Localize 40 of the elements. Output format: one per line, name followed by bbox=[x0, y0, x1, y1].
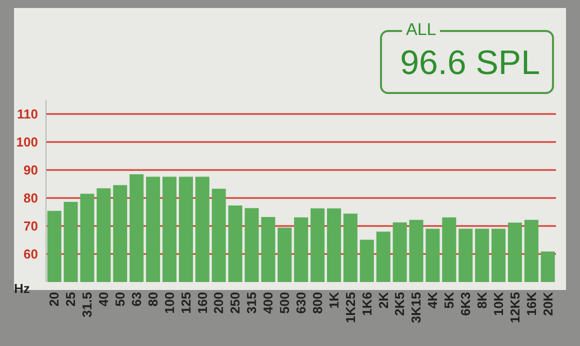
y-tick-label: 70 bbox=[24, 218, 38, 234]
x-tick-label: 12K5 bbox=[507, 292, 522, 324]
x-tick-label: 100 bbox=[162, 292, 177, 314]
x-axis-title: Hz bbox=[14, 281, 30, 296]
x-tick-label: 16K bbox=[524, 291, 539, 316]
x-tick-label: 10K bbox=[490, 291, 506, 316]
x-tick-label: 2K bbox=[376, 291, 391, 309]
x-tick-label: 50 bbox=[112, 292, 128, 306]
x-tick-label: 160 bbox=[194, 292, 210, 314]
x-tick-label: 400 bbox=[260, 292, 276, 314]
x-tick-label: 800 bbox=[310, 292, 325, 314]
x-tick-label: 630 bbox=[294, 292, 308, 314]
x-tick-label: 1K25 bbox=[342, 292, 358, 324]
x-tick-label: 5K bbox=[442, 291, 457, 309]
y-tick-label: 100 bbox=[16, 134, 38, 150]
x-tick-label: 40 bbox=[96, 292, 112, 306]
x-tick-label: 6K3 bbox=[458, 292, 474, 316]
y-tick-label: 110 bbox=[17, 106, 38, 122]
x-tick-label: 1K bbox=[326, 291, 342, 309]
x-tick-label: 31.5 bbox=[80, 292, 95, 318]
x-tick-label: 125 bbox=[178, 292, 194, 314]
x-tick-label: 200 bbox=[211, 292, 226, 314]
y-tick-label: 80 bbox=[24, 190, 38, 206]
x-tick-label: 20 bbox=[46, 292, 62, 306]
x-tick-label: 4K bbox=[425, 291, 440, 309]
x-tick-label: 315 bbox=[244, 292, 260, 314]
x-tick-label: 25 bbox=[63, 292, 78, 306]
x-tick-label: 80 bbox=[145, 292, 160, 306]
y-tick-label: 60 bbox=[24, 246, 38, 262]
x-tick-label: 20K bbox=[540, 291, 556, 316]
x-tick-label: 250 bbox=[228, 292, 243, 314]
x-tick-label: 500 bbox=[277, 292, 292, 314]
x-tick-label: 1K6 bbox=[359, 292, 374, 316]
x-tick-label: 63 bbox=[128, 292, 144, 306]
text: 96.6 SPL bbox=[400, 44, 540, 83]
text: ALL bbox=[402, 20, 440, 40]
y-tick-label: 90 bbox=[24, 162, 38, 178]
x-tick-label: 2K5 bbox=[392, 292, 408, 316]
x-tick-label: 3K15 bbox=[408, 292, 424, 324]
x-tick-label: 8K bbox=[474, 291, 490, 309]
